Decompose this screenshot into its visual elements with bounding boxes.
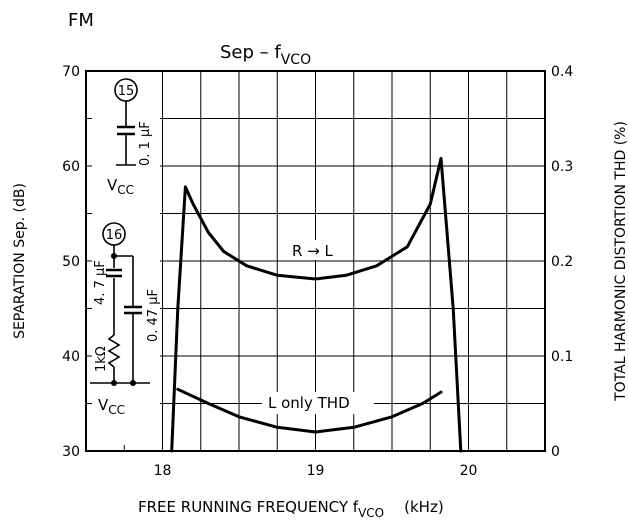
vcc-top-label: VCC xyxy=(107,176,134,197)
resistor-zigzag xyxy=(107,334,121,368)
pin-16-resistor-label: 1kΩ xyxy=(94,346,109,372)
vcc-bottom-label: VCC xyxy=(98,396,125,417)
x-tick-label: 20 xyxy=(460,463,478,479)
y-axis-left-label: SEPARATION Sep. (dB) xyxy=(12,183,28,339)
y-right-tick-label: 0.4 xyxy=(551,64,573,80)
vcc-top-label-sub: CC xyxy=(117,183,134,197)
junction-dot-top xyxy=(111,253,117,259)
y-left-tick-label: 70 xyxy=(62,64,80,80)
y-left-tick-label: 60 xyxy=(62,159,80,175)
series-label-bg-rl xyxy=(288,240,348,260)
pin-16-cap1-label: 4. 7 μF xyxy=(93,260,108,305)
x-tick-label: 18 xyxy=(154,463,172,479)
tick-labels: 18 19 20 30 40 50 60 70 0 0.1 0.2 0.3 0.4 xyxy=(62,64,573,479)
x-axis-label-unit: (kHz) xyxy=(404,498,444,516)
chart-title: Sep – fVCO xyxy=(220,42,311,68)
pin-15-cap-label: 0. 1 μF xyxy=(138,121,153,166)
chart-title-sub: VCO xyxy=(281,52,311,68)
x-axis-label-sub: VCO xyxy=(358,506,384,520)
x-tick-label: 19 xyxy=(307,463,325,479)
junction-dot-left xyxy=(111,380,117,386)
series-label-bg-thd xyxy=(262,392,374,414)
series-line-r-to-l xyxy=(170,156,463,453)
junction-dots xyxy=(111,253,136,386)
series-label-r-to-l: R → L xyxy=(292,242,334,260)
y-right-tick-label: 0.3 xyxy=(551,159,573,175)
y-right-tick-label: 0 xyxy=(551,444,560,460)
y-left-tick-label: 30 xyxy=(62,444,80,460)
y-right-tick-label: 0.1 xyxy=(551,349,573,365)
pin-16-cap2-label: 0. 47 μF xyxy=(146,289,161,342)
vcc-bottom-label-sub: CC xyxy=(108,403,125,417)
vcc-top-label-main: V xyxy=(107,176,118,194)
chart-title-main: Sep – f xyxy=(220,42,281,63)
x-axis-label-main: FREE RUNNING FREQUENCY f xyxy=(138,498,359,516)
series-label-l-only-thd: L only THD xyxy=(268,394,350,412)
series-lines xyxy=(170,156,463,453)
plot-frame xyxy=(85,70,546,452)
vcc-bottom-label-main: V xyxy=(98,396,109,414)
grid-lines xyxy=(86,71,545,451)
y-left-tick-label: 40 xyxy=(62,349,80,365)
series-line-l-only-thd xyxy=(176,387,443,434)
y-right-tick-label: 0.2 xyxy=(551,254,573,270)
y-left-tick-label: 50 xyxy=(62,254,80,270)
corner-label: FM xyxy=(68,10,94,31)
junction-dot-right xyxy=(130,380,136,386)
pin-15-label: 15 xyxy=(118,84,135,99)
pin-16-label: 16 xyxy=(106,228,123,243)
y-axis-right-label: TOTAL HARMONIC DISTORTION THD (%) xyxy=(613,121,629,402)
x-axis-label: FREE RUNNING FREQUENCY fVCO (kHz) xyxy=(138,498,444,520)
